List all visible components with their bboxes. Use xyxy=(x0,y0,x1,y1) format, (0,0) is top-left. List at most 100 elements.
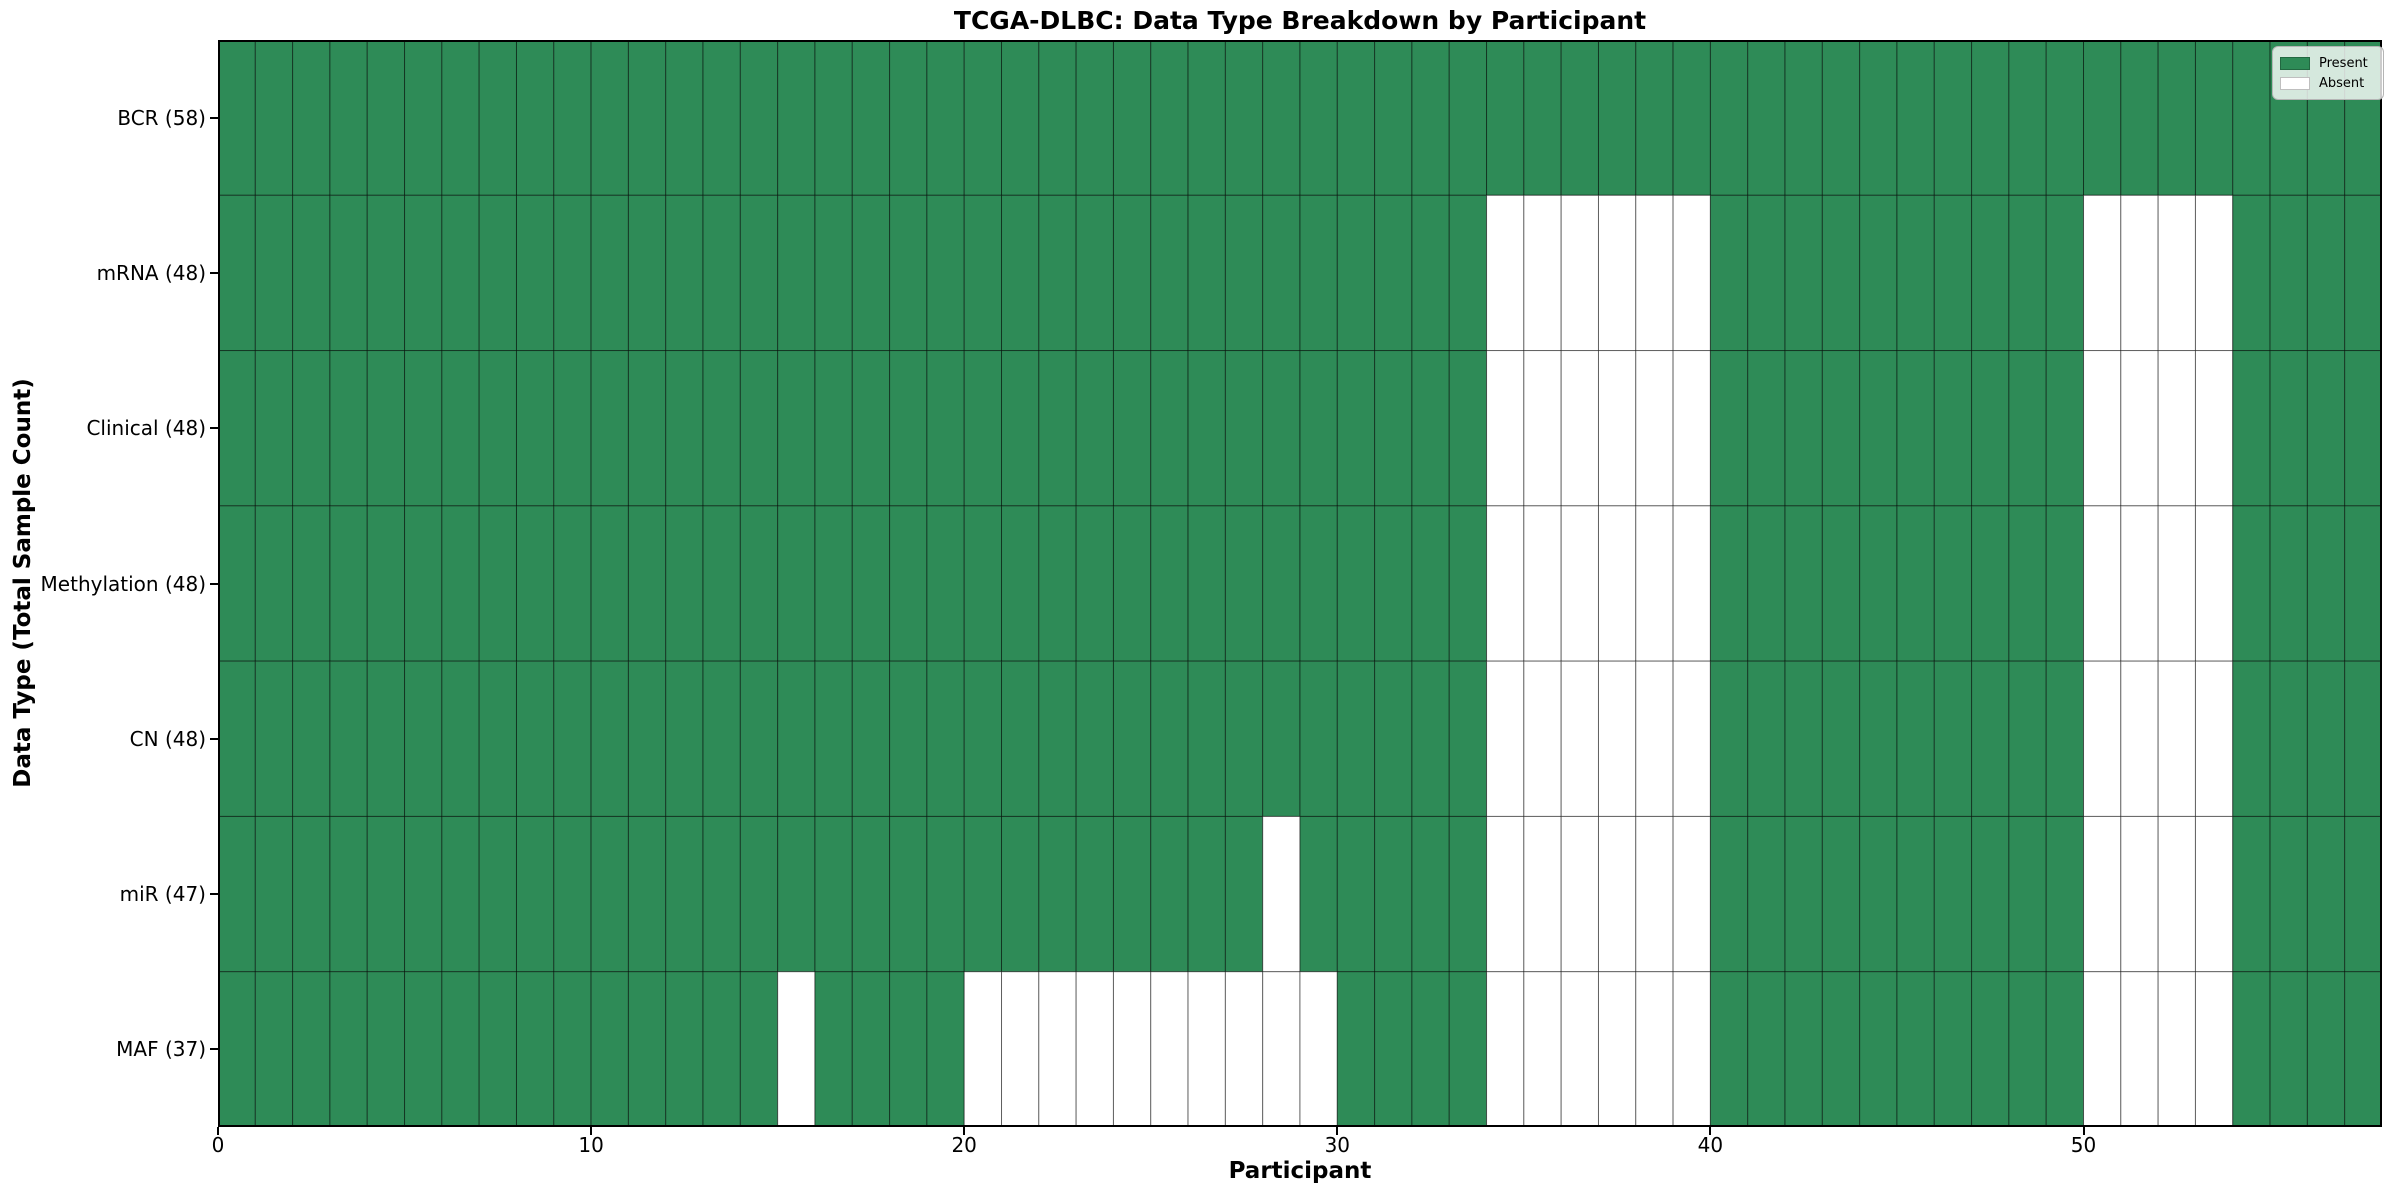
heatmap-cell xyxy=(441,971,480,1127)
heatmap-cell xyxy=(889,660,928,817)
heatmap-cell xyxy=(329,660,368,817)
heatmap-cell xyxy=(1597,815,1637,973)
heatmap-cell xyxy=(1971,505,2010,662)
heatmap-cell xyxy=(1486,40,1525,196)
heatmap-cell xyxy=(2269,194,2308,352)
heatmap-cell xyxy=(2120,505,2159,662)
heatmap-cell xyxy=(329,971,368,1127)
heatmap-cell xyxy=(1672,194,1711,352)
heatmap-cell xyxy=(2344,350,2382,507)
heatmap-cell xyxy=(1486,505,1525,662)
heatmap-cell xyxy=(889,40,928,196)
heatmap-cell xyxy=(851,815,891,973)
heatmap-cell xyxy=(2306,194,2346,352)
heatmap-cell xyxy=(1709,971,1749,1127)
heatmap-cell xyxy=(2120,40,2159,196)
heatmap-cell xyxy=(889,194,928,352)
heatmap-cell xyxy=(254,505,294,662)
heatmap-cell xyxy=(1150,971,1189,1127)
heatmap-cell xyxy=(2008,350,2047,507)
x-tick-mark xyxy=(590,1127,593,1135)
heatmap-cell xyxy=(404,505,443,662)
heatmap-cell xyxy=(1747,660,1786,817)
heatmap-cell xyxy=(404,660,443,817)
heatmap-cell xyxy=(2008,505,2047,662)
heatmap-cell xyxy=(665,350,704,507)
heatmap-cell xyxy=(2306,505,2346,662)
heatmap-cell xyxy=(1374,350,1413,507)
heatmap-cell xyxy=(1411,40,1450,196)
heatmap-cell xyxy=(1187,660,1226,817)
heatmap-cell xyxy=(627,815,667,973)
heatmap-cell xyxy=(777,660,816,817)
heatmap-cell xyxy=(1038,350,1077,507)
heatmap-cell xyxy=(1859,660,1898,817)
heatmap-cell xyxy=(1374,660,1413,817)
heatmap-cell xyxy=(1635,40,1674,196)
heatmap-cell xyxy=(889,815,928,973)
heatmap-cell xyxy=(665,815,704,973)
heatmap-cell xyxy=(1859,971,1898,1127)
heatmap-cell xyxy=(1821,40,1861,196)
heatmap-cell xyxy=(366,971,406,1127)
heatmap-cell xyxy=(963,194,1003,352)
heatmap-cell xyxy=(1896,815,1935,973)
heatmap-cell xyxy=(851,505,891,662)
heatmap-cell xyxy=(1560,40,1599,196)
heatmap-cell xyxy=(1709,350,1749,507)
heatmap-cell xyxy=(627,40,667,196)
heatmap-cell xyxy=(2120,194,2159,352)
x-tick-label-0: 0 xyxy=(211,1133,225,1157)
heatmap-cell xyxy=(2157,350,2196,507)
heatmap-cell xyxy=(2194,350,2234,507)
heatmap-cell xyxy=(926,505,965,662)
heatmap-cell xyxy=(739,350,779,507)
heatmap-cell xyxy=(702,350,741,507)
heatmap-cell xyxy=(1336,40,1376,196)
heatmap-cell xyxy=(963,815,1003,973)
heatmap-cell xyxy=(218,815,256,973)
heatmap-cell xyxy=(292,40,331,196)
heatmap-cell xyxy=(739,40,779,196)
heatmap-cell xyxy=(590,660,629,817)
heatmap-cell xyxy=(329,40,368,196)
heatmap-cell xyxy=(1896,194,1935,352)
heatmap-cell xyxy=(1784,350,1823,507)
heatmap-cell xyxy=(1262,971,1301,1127)
heatmap-cell xyxy=(627,971,667,1127)
x-tick-mark xyxy=(217,1127,219,1135)
heatmap-cell xyxy=(1336,350,1376,507)
heatmap-cell xyxy=(1224,505,1264,662)
heatmap-cell xyxy=(1821,971,1861,1127)
heatmap-cell xyxy=(478,350,517,507)
heatmap-cell xyxy=(1859,350,1898,507)
heatmap-cell xyxy=(1075,660,1114,817)
legend-label-absent: Absent xyxy=(2319,75,2365,91)
heatmap-cell xyxy=(1597,660,1637,817)
heatmap-cell xyxy=(665,194,704,352)
heatmap-cell xyxy=(2232,194,2271,352)
heatmap-cell xyxy=(889,350,928,507)
plot-area xyxy=(218,40,2382,1127)
heatmap-cell xyxy=(1523,815,1562,973)
heatmap-cell xyxy=(2269,815,2308,973)
heatmap-cell xyxy=(1187,40,1226,196)
heatmap-cell xyxy=(627,194,667,352)
heatmap-cell xyxy=(553,40,592,196)
heatmap-cell xyxy=(553,660,592,817)
heatmap-cell xyxy=(2306,815,2346,973)
heatmap-cell xyxy=(739,815,779,973)
heatmap-cell xyxy=(777,971,816,1127)
heatmap-cell xyxy=(2120,350,2159,507)
heatmap-cell xyxy=(218,350,256,507)
heatmap-cell xyxy=(1374,505,1413,662)
heatmap-cell xyxy=(1448,40,1488,196)
heatmap-cell xyxy=(1859,505,1898,662)
heatmap-cell xyxy=(1859,40,1898,196)
heatmap-cell xyxy=(777,505,816,662)
heatmap-cell xyxy=(2232,350,2271,507)
heatmap-cell xyxy=(1784,505,1823,662)
heatmap-cell xyxy=(1784,40,1823,196)
heatmap-cell xyxy=(1747,505,1786,662)
